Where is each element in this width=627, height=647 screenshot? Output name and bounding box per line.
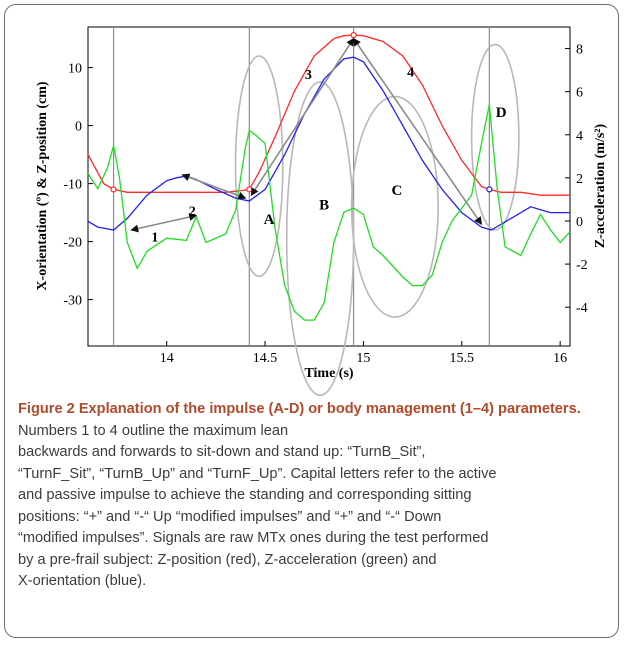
marker-dot: [246, 186, 253, 193]
arrow-number-label: 2: [189, 205, 196, 220]
region-letter-label: A: [264, 212, 275, 228]
y2-tick-label: -2: [576, 258, 588, 273]
x-axis-label: Time (s): [304, 366, 353, 381]
marker-dot: [350, 32, 357, 39]
y2-tick-label: -4: [576, 301, 588, 316]
figure-caption: Figure 2 Explanation of the impulse (A-D…: [18, 399, 608, 593]
caption-title: Figure 2 Explanation of the impulse (A-D…: [18, 401, 581, 417]
region-ellipse: [470, 43, 520, 231]
x-tick-label: 15.5: [450, 351, 475, 366]
y2-tick-label: 2: [576, 172, 583, 187]
plot-frame: [87, 26, 571, 347]
caption-line: and passive impulse to achieve the stand…: [18, 487, 472, 503]
y2-tick-label: 0: [576, 215, 583, 230]
y-axis-label: X-orientation (º) & Z-position (cm): [35, 81, 50, 290]
y-tick-label: 10: [68, 62, 82, 77]
arrow-line: [130, 213, 198, 233]
caption-line: “TurnF_Sit”, “TurnB_Up” and “TurnF_Up”. …: [18, 465, 497, 482]
y2-tick-label: 4: [576, 129, 583, 144]
chart: 1 2 3 4 A B C D 14 14.5 15 15.5 16 10 0 -10 -20 -30 8 6 4 2 0…: [35, 26, 608, 397]
caption-line: by a pre-frail subject: Z-position (red)…: [18, 551, 437, 568]
x-tick-label: 14: [160, 351, 174, 366]
arrow-number-label: 4: [407, 65, 414, 80]
y-tick-label: -30: [63, 294, 82, 309]
y2-tick-label: 6: [576, 86, 583, 101]
region-ellipse: [350, 95, 439, 318]
arrow-line: [352, 37, 483, 226]
arrow-line: [250, 37, 355, 197]
region-letter-label: B: [319, 198, 329, 214]
caption-line: “modified impulses”. Signals are raw MTx…: [18, 530, 489, 546]
caption-line: Numbers 1 to 4 outline the maximum lean: [18, 422, 289, 439]
y-tick-label: -10: [63, 178, 82, 193]
region-letter-label: C: [391, 183, 402, 199]
caption-line: positions: “+” and “-“ Up “modified impu…: [18, 508, 442, 525]
x-tick-label: 14.5: [253, 351, 278, 366]
x-tick-label: 16: [553, 351, 567, 366]
arrow-number-label: 3: [305, 68, 312, 83]
x-tick-label: 15: [356, 351, 370, 366]
arrow-line: [181, 173, 247, 200]
y-tick-label: 0: [75, 120, 82, 135]
region-letter-label: D: [496, 105, 507, 121]
caption-line: backwards and forwards to sit-down and s…: [18, 444, 426, 460]
caption-line: X-orientation (blue).: [18, 573, 147, 589]
series-line-3: [87, 104, 571, 321]
marker-dot: [110, 186, 117, 193]
y-tick-label: -20: [63, 236, 82, 251]
y2-axis-label: Z-acceleration (m/s²): [593, 124, 608, 249]
arrow-number-label: 1: [151, 231, 158, 246]
y2-tick-label: 8: [576, 43, 583, 58]
marker-dot: [486, 186, 493, 193]
